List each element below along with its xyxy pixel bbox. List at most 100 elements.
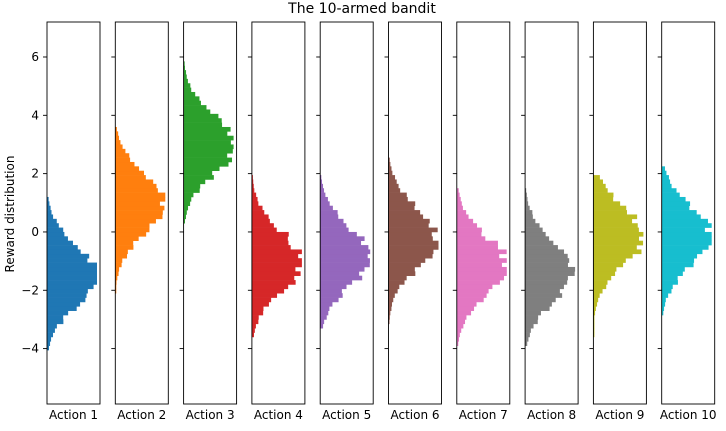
histogram-bar [456, 214, 469, 220]
panel-action-10: Action 10 [657, 21, 717, 422]
histogram-bar [388, 266, 415, 272]
histogram-bar [388, 284, 400, 290]
histogram-bar [661, 192, 680, 198]
histogram-bar [251, 245, 291, 250]
histogram-bar [388, 205, 415, 211]
panel-frame [524, 21, 579, 405]
histogram-bar [47, 345, 50, 351]
histogram-bar [525, 258, 570, 263]
histogram-bar [251, 297, 272, 303]
histogram-bar [525, 293, 563, 298]
histogram-bar [593, 266, 617, 272]
histogram-bar [388, 297, 394, 303]
histogram-bar [183, 157, 233, 163]
histogram-bar [525, 301, 552, 307]
histogram-bar [525, 319, 538, 325]
histogram-bar [525, 192, 527, 198]
histogram-bar [251, 310, 264, 316]
y-tick-label: −2 [21, 283, 39, 297]
histogram-bar [47, 271, 97, 276]
histogram-bar [47, 218, 57, 224]
histogram-bar [115, 275, 118, 281]
histogram-bar [47, 310, 69, 316]
histogram-bar [525, 249, 565, 255]
y-tick-label: 4 [31, 108, 39, 122]
histogram-bar [456, 301, 477, 307]
panel-action-4: Action 4 [247, 21, 306, 422]
histogram-bar [183, 196, 192, 202]
histogram-bar [183, 122, 223, 128]
histogram-bar [47, 280, 97, 285]
histogram-bar [115, 223, 150, 228]
histogram-bar [388, 293, 395, 298]
histogram-bar [661, 179, 671, 185]
histogram-bar [388, 161, 391, 167]
histogram-bar [251, 258, 302, 263]
histogram-bar [47, 288, 88, 294]
histogram-bar [525, 227, 543, 233]
histogram-bar [661, 227, 705, 233]
histogram-bar [593, 280, 608, 285]
histogram-bar [456, 188, 459, 193]
histogram-bar [388, 223, 429, 228]
histogram-bar [320, 288, 342, 294]
histogram-bar [388, 262, 421, 268]
histogram-bar [661, 262, 694, 268]
panel-action-5: Action 5 [316, 21, 374, 422]
histogram-bar [47, 201, 50, 207]
histogram-bar [593, 332, 595, 338]
histogram-bar [47, 249, 81, 255]
histogram-bar [115, 249, 128, 255]
histogram-bar [388, 253, 433, 259]
histogram-bar [456, 310, 472, 316]
histogram-bar [456, 262, 502, 268]
panel-frame [661, 21, 716, 405]
histogram-bar [661, 271, 683, 276]
histogram-bar [320, 223, 347, 228]
histogram-bar [183, 74, 187, 80]
histogram-bar [525, 336, 529, 342]
histogram-bar [47, 223, 59, 228]
y-tick-label: 2 [31, 167, 39, 181]
histogram-bar [47, 253, 90, 259]
histogram-bar [115, 126, 117, 132]
histogram-bar [251, 301, 269, 307]
histogram-bar [47, 319, 64, 325]
histogram-bar [47, 332, 54, 338]
histogram-bar [388, 275, 407, 281]
histogram-bar [320, 240, 362, 246]
histogram-bar [320, 210, 338, 215]
histogram-bar [47, 196, 49, 202]
histogram-bar [388, 258, 426, 263]
histogram-bar [251, 253, 299, 259]
histogram-bar [251, 271, 301, 276]
histogram-bar [47, 231, 65, 237]
histogram-bar [388, 280, 405, 285]
histogram-bar [320, 319, 325, 325]
histogram-bar [183, 188, 200, 193]
panel-action-9: Action 9 [589, 21, 647, 422]
histogram-bar [47, 240, 73, 246]
histogram-bar [456, 210, 467, 215]
histogram-bar [525, 275, 568, 281]
histogram-bar [115, 131, 119, 137]
histogram-bar [456, 328, 462, 333]
histogram-bar [661, 306, 665, 311]
histogram-bar [115, 262, 122, 268]
histogram-bar [388, 231, 432, 237]
histogram-bar [183, 118, 222, 123]
histogram-bar [593, 218, 633, 224]
x-tick-label: Action 6 [390, 408, 439, 422]
histogram-bar [388, 245, 439, 250]
histogram-bar [183, 91, 196, 97]
histogram-bar [661, 275, 678, 281]
histogram-bar [388, 192, 407, 198]
histogram-bar [456, 271, 507, 276]
histogram-bar [456, 196, 461, 202]
histogram-bar [456, 201, 462, 207]
histogram-bar [183, 105, 207, 110]
histogram-bar [525, 253, 568, 259]
histogram-bar [388, 188, 401, 193]
histogram-bar [525, 214, 533, 220]
